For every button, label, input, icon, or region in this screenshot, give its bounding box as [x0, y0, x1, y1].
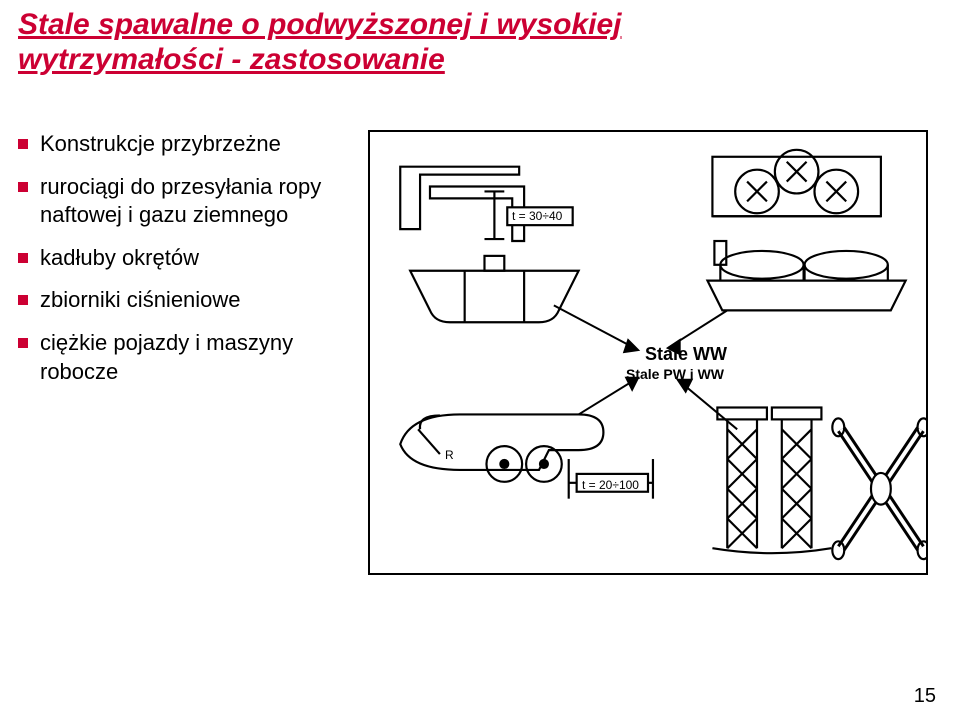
list-item: zbiorniki ciśnieniowe	[18, 286, 358, 315]
bullet-list-container: Konstrukcje przybrzeżne rurociągi do prze…	[18, 130, 368, 575]
bullet-square-icon	[18, 338, 28, 348]
figure-dim-1: t = 30÷40	[512, 209, 562, 223]
page-number: 15	[914, 685, 936, 708]
bullet-square-icon	[18, 295, 28, 305]
bullet-list: Konstrukcje przybrzeżne rurociągi do prze…	[18, 130, 358, 386]
figure-radius-label: R	[445, 448, 454, 462]
list-item: kadłuby okrętów	[18, 244, 358, 273]
figure-label-pw-ww: Stale PW i WW	[626, 366, 724, 382]
list-item: Konstrukcje przybrzeżne	[18, 130, 358, 159]
figure-label-ww: Stale WW	[645, 344, 727, 365]
list-item-text: Konstrukcje przybrzeżne	[40, 130, 281, 159]
bullet-square-icon	[18, 139, 28, 149]
list-item: rurociągi do przesyłania ropy naftowej i…	[18, 173, 358, 230]
bullet-square-icon	[18, 182, 28, 192]
figure-box: Stale WW Stale PW i WW t = 30÷40 t = 20÷…	[368, 130, 928, 575]
list-item-text: kadłuby okrętów	[40, 244, 199, 273]
list-item-text: ciężkie pojazdy i maszyny robocze	[40, 329, 358, 386]
list-item: ciężkie pojazdy i maszyny robocze	[18, 329, 358, 386]
list-item-text: rurociągi do przesyłania ropy naftowej i…	[40, 173, 358, 230]
list-item-text: zbiorniki ciśnieniowe	[40, 286, 241, 315]
bullet-square-icon	[18, 253, 28, 263]
figure-dim-2: t = 20÷100	[582, 478, 639, 492]
page-title: Stale spawalne o podwyższonej i wysokiej…	[18, 8, 778, 77]
